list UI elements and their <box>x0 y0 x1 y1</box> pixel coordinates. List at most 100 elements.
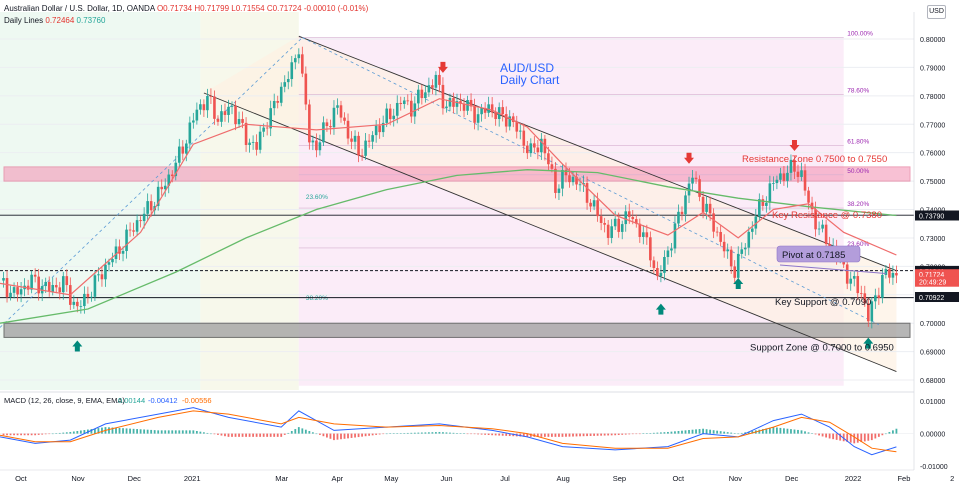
price-badge <box>915 276 959 287</box>
support-zone-label: Support Zone @ 0.7000 to 0.6950 <box>750 342 894 353</box>
candle-body <box>476 114 480 123</box>
candle-body <box>12 287 16 293</box>
macd-histogram-bar <box>881 433 884 436</box>
macd-histogram-bar <box>751 431 754 434</box>
macd-histogram-bar <box>652 432 655 434</box>
candle-body <box>603 222 606 225</box>
candle-body <box>578 184 582 186</box>
candle-body <box>202 104 206 111</box>
price-badge-label: 0.70922 <box>919 295 944 302</box>
macd-histogram-bar <box>231 433 233 437</box>
candle-body <box>234 105 237 125</box>
macd-histogram-bar <box>13 433 15 436</box>
candle-body <box>181 146 185 154</box>
macd-histogram-bar <box>55 433 58 434</box>
candle-body <box>469 99 473 107</box>
candle-body <box>244 122 248 146</box>
macd-histogram-bar <box>132 428 135 434</box>
candle-body <box>420 89 424 99</box>
candle-body <box>97 274 100 276</box>
macd-histogram-bar <box>438 431 441 434</box>
candle-body <box>684 195 687 215</box>
macd-histogram-bar <box>758 429 761 434</box>
macd-histogram-bar <box>220 433 223 436</box>
macd-histogram-bar <box>740 432 743 434</box>
candle-body <box>121 251 125 254</box>
macd-histogram-bar <box>301 428 304 434</box>
candle-body <box>9 292 12 297</box>
candle-body <box>118 246 121 254</box>
time-tick-label: 2 <box>950 474 954 483</box>
macd-histogram-bar <box>888 431 891 434</box>
price-tick-label: 0.70000 <box>920 321 945 328</box>
macd-histogram-bar <box>192 430 195 434</box>
candle-body <box>694 177 698 180</box>
macd-histogram-bar <box>371 433 374 436</box>
macd-histogram-bar <box>280 433 283 437</box>
candle-body <box>627 211 631 217</box>
macd-histogram-bar <box>403 433 406 434</box>
candle-body <box>90 296 93 298</box>
support-zone-band <box>3 322 911 338</box>
candle-body <box>58 287 62 293</box>
price-badge-label: 0.71724 <box>919 272 944 279</box>
macd-histogram-bar <box>558 433 560 437</box>
macd-histogram-bar <box>522 433 525 437</box>
macd-histogram-bar <box>9 433 12 436</box>
macd-histogram-bar <box>540 433 543 437</box>
candle-body <box>364 140 367 156</box>
macd-histogram-bar <box>768 427 771 434</box>
fib-label: 61.80% <box>847 139 869 146</box>
price-tick-label: 0.78000 <box>920 94 945 101</box>
candle-body <box>561 169 564 189</box>
candle-body <box>599 216 603 223</box>
macd-histogram-bar <box>505 433 508 436</box>
macd-histogram-bar <box>621 433 624 435</box>
macd-histogram-bar <box>828 433 831 439</box>
candle-body <box>793 159 796 172</box>
candle-body <box>170 174 174 177</box>
macd-histogram-bar <box>529 433 532 437</box>
macd-histogram-bar <box>487 433 490 436</box>
macd-histogram-bar <box>853 433 856 444</box>
macd-histogram-bar <box>343 433 346 439</box>
candle-body <box>750 228 754 232</box>
macd-histogram-bar <box>702 428 704 434</box>
macd-histogram-bar <box>287 432 290 434</box>
candle-body <box>743 247 747 250</box>
candle-body <box>508 116 512 127</box>
candle-body <box>895 272 898 276</box>
candle-body <box>677 211 680 224</box>
symbol-header: Australian Dollar / U.S. Dollar, 1D, OAN… <box>4 4 368 13</box>
macd-histogram-bar <box>814 433 817 435</box>
candle-body <box>304 73 308 105</box>
price-badge <box>915 269 959 280</box>
macd-histogram-bar <box>297 427 300 434</box>
price-badge <box>915 292 959 303</box>
candle-body <box>30 274 33 290</box>
macd-histogram-bar <box>719 431 722 434</box>
macd-histogram-bar <box>406 432 409 434</box>
macd-histogram-bar <box>512 433 515 437</box>
currency-button[interactable]: USD <box>927 5 946 19</box>
candle-body <box>754 216 758 229</box>
price-tick-label: 0.68000 <box>920 378 945 385</box>
macd-histogram-bar <box>6 433 8 436</box>
candle-body <box>828 244 831 248</box>
macd-histogram-bar <box>269 433 272 437</box>
candle-body <box>786 172 789 181</box>
macd-histogram-bar <box>167 430 170 434</box>
macd-histogram-bar <box>508 433 511 437</box>
candle-body <box>332 107 336 128</box>
candle-body <box>241 118 244 123</box>
ohlc-low: L0.71554 <box>231 4 265 13</box>
macd-histogram-bar <box>712 430 715 434</box>
candle-body <box>223 111 227 115</box>
macd-histogram-bar <box>804 431 806 434</box>
candle-body <box>174 162 178 177</box>
time-tick-label: Feb <box>897 474 910 483</box>
candle-body <box>779 173 782 180</box>
macd-histogram-bar <box>870 433 873 441</box>
macd-histogram-bar <box>94 428 96 434</box>
macd-histogram-bar <box>593 433 595 436</box>
